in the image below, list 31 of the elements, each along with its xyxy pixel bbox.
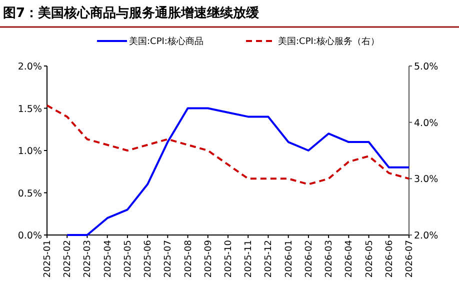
x-tick-label: 2025-04: [103, 240, 114, 278]
x-tick-label: 2025-05: [123, 240, 134, 278]
x-tick-label: 2025-03: [83, 240, 94, 278]
x-tick-label: 2026-03: [324, 240, 335, 278]
x-tick-label: 2025-12: [264, 240, 274, 278]
x-tick-label: 2025-08: [184, 240, 194, 278]
x-tick-label: 2025-11: [244, 240, 254, 278]
y2-tick-label: 4.0%: [414, 118, 438, 129]
legend-label: 美国:CPI:核心服务（右）: [278, 36, 380, 47]
legend-label: 美国:CPI:核心商品: [129, 36, 204, 47]
y2-tick-label: 2.0%: [414, 230, 438, 242]
x-tick-label: 2026-04: [344, 240, 355, 278]
x-tick-label: 2026-05: [364, 240, 375, 278]
y-tick-label: 0.5%: [18, 188, 42, 200]
x-tick-label: 2025-06: [144, 240, 154, 278]
x-tick-label: 2026-07: [405, 240, 415, 278]
y-tick-label: 1.0%: [18, 146, 42, 157]
y2-tick-label: 5.0%: [414, 62, 438, 72]
x-tick-label: 2025-01: [43, 240, 53, 278]
y-tick-label: 2.0%: [18, 62, 42, 72]
x-tick-label: 2025-07: [164, 240, 174, 278]
y2-tick-label: 3.0%: [414, 174, 438, 186]
chart-title: 图7：美国核心商品与服务通胀增速继续放缓: [3, 5, 260, 21]
x-tick-label: 2026-02: [304, 240, 314, 278]
x-tick-label: 2026-06: [384, 240, 395, 278]
y-tick-label: 0.0%: [18, 230, 42, 242]
y-tick-label: 1.5%: [18, 104, 42, 115]
x-tick-label: 2025-10: [224, 240, 234, 278]
x-tick-label: 2026-01: [284, 240, 294, 278]
x-tick-label: 2025-09: [204, 240, 214, 278]
x-tick-label: 2025-02: [63, 240, 74, 278]
